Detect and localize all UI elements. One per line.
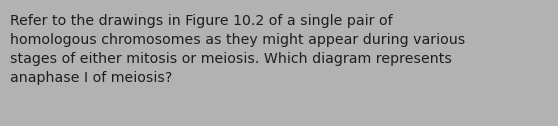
Text: Refer to the drawings in Figure 10.2 of a single pair of
homologous chromosomes : Refer to the drawings in Figure 10.2 of … [10, 14, 465, 85]
